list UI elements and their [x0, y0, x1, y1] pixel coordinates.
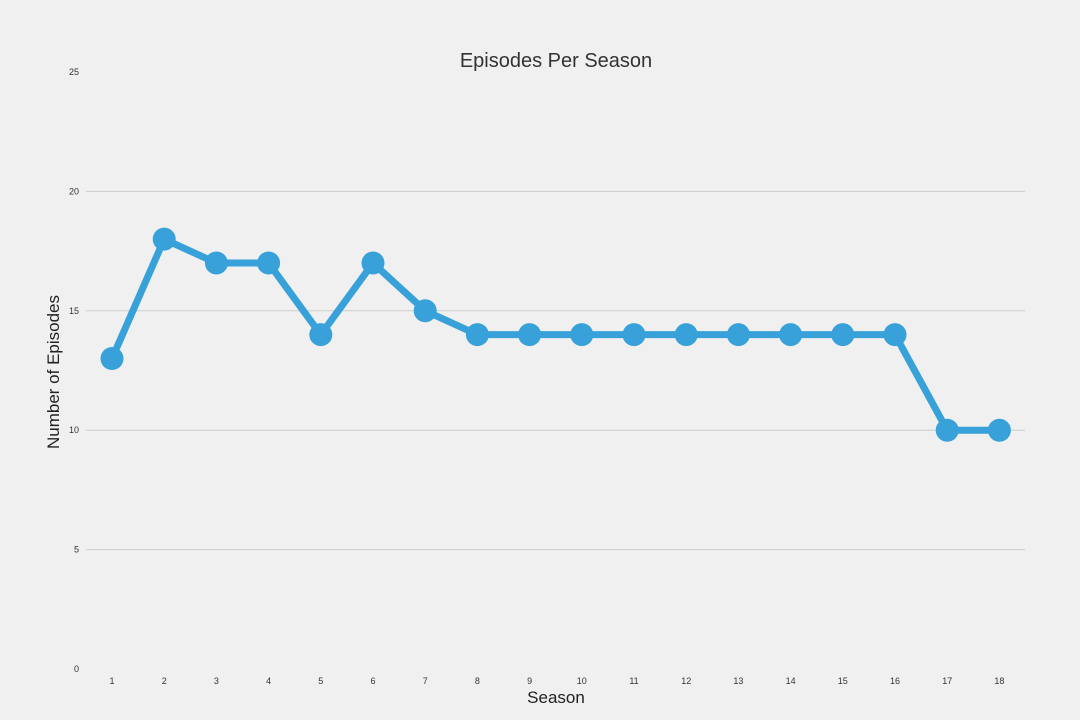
x-tick-label: 2: [162, 676, 167, 686]
x-tick-label: 9: [527, 676, 532, 686]
x-tick-label: 14: [786, 676, 796, 686]
data-point: [726, 323, 750, 347]
y-tick-label: 20: [69, 186, 79, 196]
y-axis-title: Number of Episodes: [44, 295, 63, 449]
x-tick-label: 8: [475, 676, 480, 686]
x-tick-label: 3: [214, 676, 219, 686]
y-tick-label: 15: [69, 306, 79, 316]
y-tick-label: 10: [69, 425, 79, 435]
data-point: [831, 323, 855, 347]
x-tick-label: 4: [266, 676, 271, 686]
x-tick-label: 1: [109, 676, 114, 686]
x-tick-label: 10: [577, 676, 587, 686]
x-tick-label: 17: [942, 676, 952, 686]
x-tick-labels: 1 2 3 4 5 6 7 8 9 10 11 12 13 14 15 16 17 18: [109, 676, 1004, 686]
y-tick-label: 25: [69, 67, 79, 77]
y-tick-label: 5: [74, 545, 79, 555]
data-point: [779, 323, 803, 347]
gridlines: [86, 190, 1025, 551]
data-point: [309, 323, 333, 347]
x-tick-label: 11: [629, 676, 638, 686]
data-point: [413, 299, 437, 323]
data-point: [257, 251, 281, 275]
data-point: [361, 251, 385, 275]
y-tick-label: 0: [74, 664, 79, 674]
series-layer: [100, 227, 1011, 442]
chart-title: Episodes Per Season: [460, 50, 652, 72]
x-axis-title: Season: [527, 688, 585, 707]
data-point: [204, 251, 228, 275]
x-tick-label: 18: [994, 676, 1004, 686]
data-point: [622, 323, 646, 347]
data-point: [570, 323, 594, 347]
data-point: [100, 347, 124, 371]
y-tick-labels: 0 5 10 15 20 25: [69, 67, 79, 674]
x-tick-label: 5: [318, 676, 323, 686]
data-point: [674, 323, 698, 347]
data-point: [883, 323, 907, 347]
x-tick-label: 6: [370, 676, 375, 686]
data-point: [152, 227, 176, 251]
x-tick-label: 7: [423, 676, 428, 686]
data-point: [518, 323, 542, 347]
x-tick-label: 12: [681, 676, 691, 686]
data-point: [935, 418, 959, 442]
x-tick-label: 16: [890, 676, 900, 686]
series-line: [108, 234, 1000, 434]
data-point: [465, 323, 489, 347]
x-tick-label: 13: [733, 676, 743, 686]
data-point: [987, 418, 1011, 442]
x-tick-label: 15: [838, 676, 848, 686]
